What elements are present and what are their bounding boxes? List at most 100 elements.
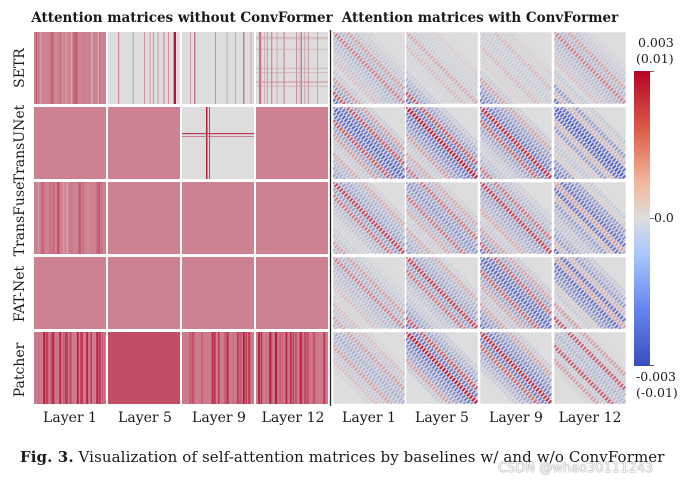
- stripe: [258, 332, 260, 404]
- diagonal-band: [404, 330, 480, 404]
- diagonal-band: [331, 358, 407, 404]
- tile-frame: [405, 181, 479, 255]
- diagonal-band: [552, 173, 626, 249]
- diagonal-band: [331, 365, 407, 404]
- diagonal-band: [404, 227, 480, 303]
- stripe: [304, 332, 307, 404]
- tile-background: [182, 182, 254, 254]
- diagonal-band: [478, 77, 554, 153]
- stripe: [59, 32, 62, 104]
- diagonal-band: [552, 152, 626, 228]
- stripe: [243, 32, 245, 104]
- tile-frame: [405, 256, 479, 330]
- diagonal-band: [331, 32, 407, 92]
- stripe: [271, 332, 273, 404]
- stripe: [256, 81, 328, 82]
- diagonal-band: [331, 323, 407, 399]
- tile-frame: [479, 32, 553, 105]
- diagonal-band: [478, 241, 554, 317]
- stripe: [266, 332, 267, 404]
- tile-frame: [479, 331, 553, 404]
- stripe: [238, 332, 241, 404]
- tile-background: [256, 257, 328, 329]
- heatmap-tile-setr-without-layer-5: [108, 32, 180, 104]
- heatmap-tile-patcher-without-layer-1: [34, 332, 106, 404]
- stripe: [51, 332, 54, 404]
- diagonal-band: [331, 77, 407, 153]
- row-label-patcher: Patcher: [12, 342, 28, 397]
- stripe: [292, 332, 294, 404]
- heatmap-tile-fat-net-without-layer-1: [34, 257, 106, 329]
- diagonal-band: [404, 241, 480, 317]
- stripe: [87, 182, 90, 254]
- stripe: [71, 32, 73, 104]
- stripe: [209, 107, 210, 179]
- diagonal-band: [552, 262, 626, 338]
- diagonal-band: [552, 295, 626, 371]
- stripe: [98, 332, 101, 404]
- stripe: [63, 182, 65, 254]
- stripe: [195, 32, 196, 104]
- diagonal-band: [404, 32, 480, 106]
- row-labels: SETR TransUNet TransFuse FAT-Net Patcher: [12, 48, 28, 398]
- panel-title-with: Attention matrices with ConvFormer: [341, 10, 619, 26]
- diagonal-band: [552, 145, 626, 221]
- stripe: [301, 332, 303, 404]
- stripe: [173, 32, 174, 104]
- stripe: [256, 72, 328, 74]
- diagonal-band: [404, 173, 480, 249]
- row-label-transfuse: TransFuse: [12, 182, 28, 257]
- panel-title-without: Attention matrices without ConvFormer: [30, 10, 333, 26]
- diagonal-band: [331, 105, 407, 181]
- heatmap-tile-patcher-with-layer-12: [552, 295, 626, 404]
- stripe: [38, 332, 40, 404]
- heatmap-tile-patcher-without-layer-5: [108, 332, 180, 404]
- stripe: [194, 32, 195, 104]
- diagonal-band: [478, 166, 554, 242]
- stripe: [50, 332, 52, 404]
- colorbar-mid-label: 0.0: [654, 210, 674, 225]
- diagonal-band: [331, 91, 407, 167]
- diagonal-band: [331, 309, 407, 385]
- heatmap-tile-setr-with-layer-5: [404, 32, 480, 141]
- stripe: [201, 332, 203, 404]
- diagonal-band: [478, 323, 554, 399]
- diagonal-band: [552, 37, 626, 113]
- diagonal-band: [478, 98, 554, 174]
- stripe: [52, 182, 54, 254]
- heatmap-tile-setr-without-layer-12: [256, 32, 328, 104]
- stripe: [144, 32, 146, 104]
- diagonal-band: [552, 323, 626, 399]
- diagonal-band: [478, 145, 554, 221]
- stripe: [100, 182, 102, 254]
- diagonal-band: [404, 145, 480, 221]
- diagonal-band: [331, 32, 407, 78]
- stripe: [59, 332, 61, 404]
- diagonal-band: [404, 295, 480, 371]
- stripe: [182, 133, 254, 135]
- stripe: [98, 32, 101, 104]
- stripe: [49, 182, 51, 254]
- stripe: [41, 182, 43, 254]
- row-label-transunet: TransUNet: [12, 104, 28, 183]
- diagonal-band: [404, 159, 480, 235]
- diagonal-band: [404, 105, 480, 181]
- stripe: [213, 332, 215, 404]
- heatmap-tile-setr-without-layer-1: [34, 32, 106, 104]
- tile-background: [182, 257, 254, 329]
- stripe: [256, 38, 328, 40]
- tile-background: [108, 332, 180, 404]
- stripe: [312, 332, 314, 404]
- diagonal-band: [404, 344, 480, 404]
- stripe: [57, 182, 60, 254]
- stripe: [214, 332, 216, 404]
- diagonal-band: [552, 309, 626, 385]
- col-label-with-layer-1: Layer 1: [342, 410, 396, 426]
- diagonal-band: [331, 98, 407, 174]
- stripe: [132, 32, 134, 104]
- stripe: [40, 32, 42, 104]
- heatmap-tile-patcher-with-layer-1: [331, 295, 407, 404]
- diagonal-band: [478, 248, 554, 324]
- col-label-with-layer-9: Layer 9: [489, 410, 543, 426]
- stripe: [189, 332, 192, 404]
